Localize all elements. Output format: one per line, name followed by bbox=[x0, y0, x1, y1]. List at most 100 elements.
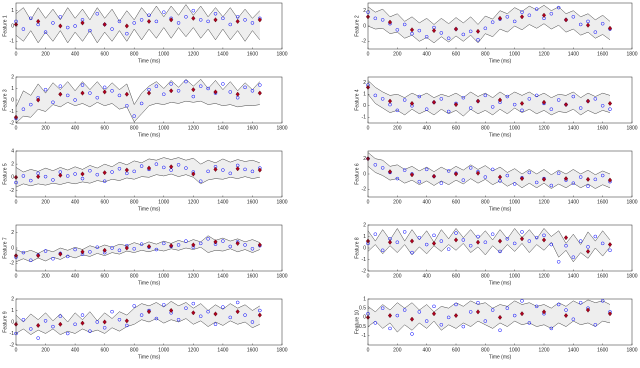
diamond-marker bbox=[431, 99, 437, 105]
diamond-marker bbox=[607, 177, 613, 183]
y-tick-label: 1 bbox=[11, 86, 14, 92]
x-tick-label: 0 bbox=[15, 199, 18, 205]
x-tick-label: 1800 bbox=[626, 347, 637, 353]
x-tick-label: 600 bbox=[100, 273, 109, 279]
diamond-marker bbox=[80, 171, 85, 177]
circle-marker bbox=[586, 245, 590, 249]
circle-marker bbox=[102, 179, 107, 183]
y-tick-label: 2 bbox=[363, 80, 366, 86]
x-tick-label: 1600 bbox=[597, 347, 608, 353]
diamond-marker bbox=[563, 235, 569, 241]
diamond-marker bbox=[541, 176, 547, 182]
diamond-marker bbox=[409, 172, 415, 178]
x-axis-label: Time (ms) bbox=[489, 280, 512, 286]
diamond-marker bbox=[585, 98, 591, 104]
x-tick-label: 1600 bbox=[597, 273, 608, 279]
x-tick-label: 800 bbox=[481, 273, 490, 279]
circle-marker bbox=[235, 15, 240, 19]
diamond-marker bbox=[235, 240, 240, 246]
circle-marker bbox=[571, 181, 576, 185]
x-axis-label: Time (ms) bbox=[138, 354, 161, 360]
y-tick-label: 0 bbox=[11, 23, 14, 29]
diamond-marker bbox=[146, 18, 152, 24]
y-tick-label: 2 bbox=[11, 230, 14, 236]
y-axis-label: Feature 2 bbox=[354, 15, 360, 37]
circle-marker bbox=[117, 248, 122, 253]
diamond-marker bbox=[169, 164, 174, 170]
circle-marker bbox=[102, 326, 107, 330]
x-tick-label: 200 bbox=[393, 51, 402, 57]
band-lower bbox=[15, 27, 261, 44]
circle-marker bbox=[221, 305, 225, 309]
x-tick-label: 1400 bbox=[217, 125, 228, 131]
circle-marker bbox=[43, 319, 48, 323]
x-tick-label: 1400 bbox=[568, 125, 579, 131]
circle-marker bbox=[125, 104, 129, 108]
circle-marker bbox=[424, 242, 429, 247]
diamond-marker bbox=[497, 174, 503, 180]
circle-marker bbox=[556, 5, 561, 10]
diamond-marker bbox=[80, 20, 85, 26]
x-tick-label: 1200 bbox=[538, 51, 549, 57]
circle-marker bbox=[228, 90, 233, 94]
circle-marker bbox=[65, 254, 70, 259]
x-tick-label: 1400 bbox=[568, 51, 579, 57]
diamond-marker bbox=[431, 240, 437, 246]
circle-marker bbox=[505, 237, 510, 241]
circle-marker bbox=[169, 82, 173, 86]
x-tick-label: 1200 bbox=[538, 125, 549, 131]
circle-marker bbox=[446, 315, 451, 320]
circle-marker bbox=[51, 21, 55, 25]
circle-marker bbox=[110, 309, 114, 314]
circle-marker bbox=[36, 336, 40, 340]
x-tick-label: 400 bbox=[71, 273, 80, 279]
circle-marker bbox=[402, 230, 407, 234]
x-axis-label: Time (ms) bbox=[138, 58, 161, 64]
circle-marker bbox=[402, 308, 407, 312]
circle-marker bbox=[29, 102, 33, 107]
diamond-marker bbox=[409, 100, 415, 106]
diamond-marker bbox=[36, 97, 41, 103]
circle-marker bbox=[258, 308, 262, 313]
x-tick-label: 600 bbox=[452, 125, 461, 131]
x-tick-label: 200 bbox=[393, 125, 402, 131]
circle-marker bbox=[228, 22, 233, 27]
circle-marker bbox=[454, 302, 458, 307]
diamond-marker bbox=[102, 21, 107, 27]
y-tick-label: 0.5 bbox=[359, 306, 366, 312]
x-tick-label: 0 bbox=[15, 273, 18, 279]
diamond-marker bbox=[607, 242, 613, 248]
circle-marker bbox=[154, 316, 159, 321]
circle-marker bbox=[110, 170, 114, 174]
y-tick-label: 0 bbox=[363, 23, 366, 29]
x-tick-label: 1200 bbox=[188, 347, 199, 353]
diamond-marker bbox=[58, 321, 63, 327]
circle-marker bbox=[468, 106, 473, 110]
circle-marker bbox=[73, 247, 77, 252]
circle-marker bbox=[461, 324, 466, 329]
diamond-marker bbox=[563, 176, 569, 182]
circle-marker bbox=[439, 181, 444, 185]
y-tick-label: -0.5 bbox=[357, 324, 366, 330]
circle-marker bbox=[490, 232, 495, 236]
circle-marker bbox=[139, 242, 144, 246]
circle-marker bbox=[461, 178, 466, 182]
x-tick-label: 800 bbox=[130, 199, 139, 205]
diamond-marker bbox=[80, 249, 85, 255]
circle-marker bbox=[593, 97, 598, 101]
circle-marker bbox=[243, 167, 247, 172]
circle-marker bbox=[73, 24, 77, 28]
y-tick-label: 2 bbox=[363, 156, 366, 162]
panel: 0 200 400 600 800 1000 1200 1400 1600 1800-1012Ti… bbox=[354, 76, 638, 138]
circle-marker bbox=[206, 169, 210, 174]
circle-marker bbox=[380, 306, 385, 310]
circle-marker bbox=[549, 242, 554, 247]
diamond-marker bbox=[585, 248, 591, 254]
circle-marker bbox=[213, 11, 218, 16]
axes-box bbox=[367, 76, 633, 124]
circle-marker bbox=[228, 171, 233, 176]
circle-marker bbox=[80, 313, 85, 317]
x-tick-label: 1400 bbox=[568, 347, 579, 353]
circle-marker bbox=[395, 28, 400, 32]
circle-marker bbox=[505, 306, 510, 310]
